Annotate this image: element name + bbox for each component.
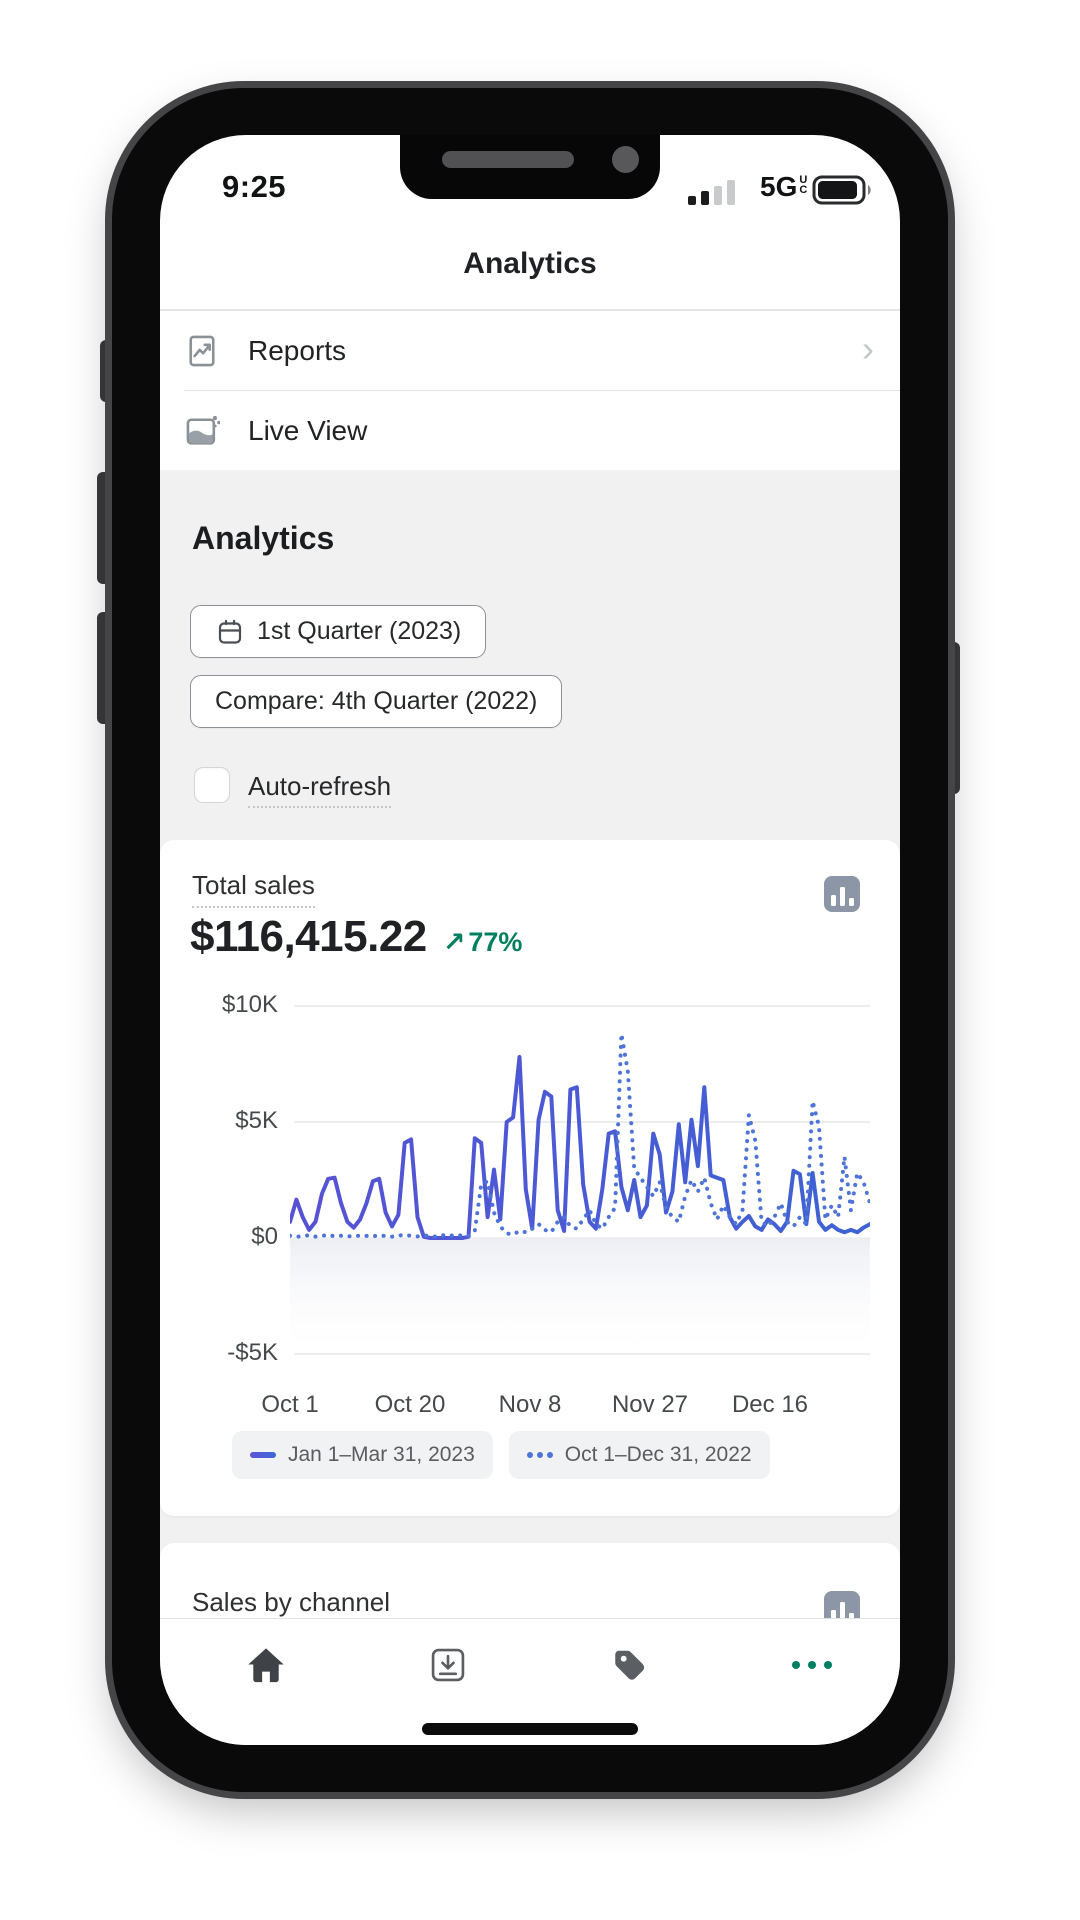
- status-time: 9:25: [222, 169, 287, 204]
- x-tick-oct1: Oct 1: [261, 1391, 319, 1418]
- auto-refresh-checkbox[interactable]: [194, 767, 230, 803]
- y-tick-10k: $10K: [221, 991, 278, 1018]
- signal-strength-icon: [688, 179, 750, 205]
- y-tick-5k: $5K: [235, 1107, 278, 1134]
- battery-icon: [812, 175, 876, 210]
- bar-chart-icon[interactable]: [824, 876, 860, 912]
- x-tick-nov27: Nov 27: [611, 1391, 689, 1418]
- menu-item-reports[interactable]: Reports ›: [160, 311, 900, 391]
- front-camera: [612, 146, 639, 173]
- power-button: [944, 642, 960, 794]
- phone-notch: [400, 135, 660, 199]
- nav-tab-home[interactable]: [236, 1637, 296, 1697]
- products-tag-icon: [610, 1645, 650, 1690]
- series-current: [290, 1055, 870, 1240]
- speaker-grille: [442, 151, 574, 168]
- date-range-button[interactable]: 1st Quarter (2023): [190, 605, 487, 658]
- y-tick-0: $0: [251, 1223, 278, 1250]
- analytics-section-heading: Analytics: [192, 520, 335, 556]
- home-indicator: [422, 1723, 638, 1735]
- total-sales-title[interactable]: Total sales: [192, 870, 315, 908]
- dotted-line-swatch-icon: [526, 1452, 553, 1458]
- live-view-icon: [184, 413, 221, 449]
- reports-icon: [184, 333, 220, 369]
- volume-down-button: [97, 612, 113, 724]
- legend-current-period: Jan 1–Mar 31, 2023: [232, 1431, 493, 1479]
- divider: [160, 309, 900, 311]
- compare-range-button[interactable]: Compare: 4th Quarter (2022): [190, 675, 563, 728]
- nav-tab-orders[interactable]: [418, 1637, 478, 1697]
- nav-tab-products[interactable]: [600, 1637, 660, 1697]
- compare-range-label: Compare: 4th Quarter (2022): [215, 687, 538, 715]
- sales-chart: [290, 1005, 870, 1355]
- chevron-right-icon: ›: [862, 328, 874, 369]
- y-tick-neg5k: -$5K: [227, 1339, 278, 1366]
- more-ellipsis-icon: [788, 1658, 836, 1677]
- volume-up-button: [97, 472, 113, 584]
- series-compare: [290, 1031, 870, 1239]
- x-tick-nov8: Nov 8: [498, 1391, 562, 1418]
- total-sales-value: $116,415.22: [190, 912, 427, 961]
- mute-switch: [100, 340, 114, 402]
- solid-line-swatch-icon: [250, 1452, 276, 1458]
- orders-icon: [427, 1644, 469, 1691]
- home-icon: [245, 1645, 287, 1690]
- menu-item-label: Live View: [248, 415, 368, 446]
- total-sales-change: ↗ 77%: [442, 927, 523, 957]
- nav-tab-more[interactable]: [782, 1637, 842, 1697]
- calendar-icon: [215, 617, 245, 647]
- page-title: Analytics: [463, 247, 597, 280]
- menu-item-live-view[interactable]: Live View: [160, 391, 900, 471]
- x-tick-dec16: Dec 16: [731, 1391, 809, 1418]
- chart-legend: Jan 1–Mar 31, 2023 Oct 1–Dec 31, 2022: [232, 1431, 770, 1479]
- auto-refresh-label: Auto-refresh: [248, 771, 392, 808]
- menu-item-label: Reports: [248, 335, 347, 366]
- total-sales-card: Total sales $116,415.22 ↗ 77%: [160, 840, 900, 1516]
- divider: [184, 390, 900, 392]
- x-tick-oct20: Oct 20: [374, 1391, 446, 1418]
- date-range-label: 1st Quarter (2023): [257, 617, 462, 645]
- trend-up-arrow-icon: ↗: [442, 927, 466, 957]
- legend-compare-period: Oct 1–Dec 31, 2022: [508, 1431, 770, 1479]
